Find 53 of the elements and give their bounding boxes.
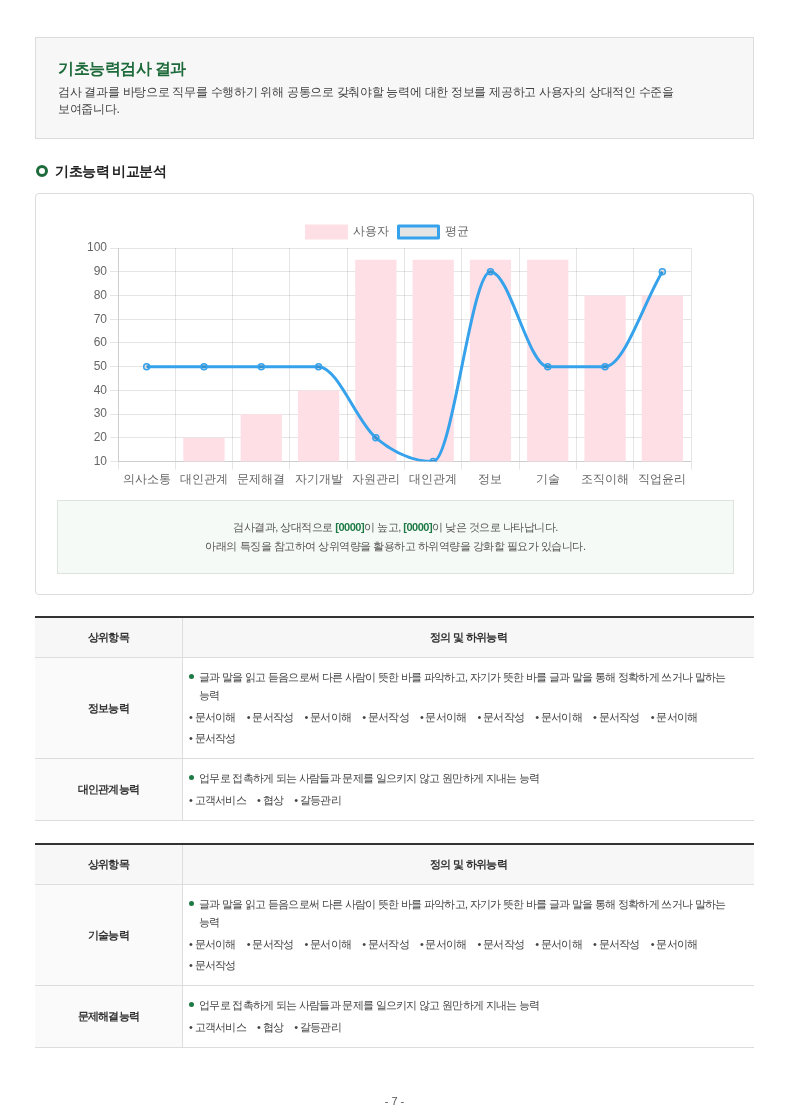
y-tick-label: 10 (93, 453, 108, 468)
text: • 문서이해 • 문서작성 • 문서이해 • 문서작성 • 문서이해 • 문서작성 • 문서이해 • 문서작성 • 문서이해 • 문서작성 (189, 711, 698, 744)
text: • 문서이해 • 문서작성 • 문서이해 • 문서작성 • 문서이해 • 문서작성 • 문서이해 • 문서작성 • 문서이해 • 문서작성 (189, 938, 698, 971)
text: • 고객서비스 • 협상 • 갈등관리 (189, 1020, 341, 1035)
x-tick-label: 의사소통 (122, 472, 171, 487)
point (601, 362, 609, 371)
text: • 고객서비스 • 협상 • 갈등관리 (189, 793, 341, 808)
text: - 7 - (383, 1095, 406, 1107)
legend-label: 사용자 (352, 224, 389, 239)
x-tick-label: 조직이해 (581, 472, 630, 487)
text: 업무로 접촉하게 되는 사람들과 문제를 일으키지 않고 원만하게 지내는 능력 (198, 771, 541, 786)
x-tick-label: 직업윤리 (638, 472, 687, 487)
category-label: 기술능력 (87, 928, 130, 941)
category-label: 정의 및 하위능력 (182, 617, 754, 658)
x-tick-label: 정보 (478, 472, 503, 487)
text: 검사 결과를 바탕으로 직무를 수행하기 위해 공통으로 갖춰야할 능력에 대한 정보를 제공하고 사용자의 상대적인 수준을 보여줍니다. (58, 84, 675, 118)
x-tick-label: 자기개발 (294, 472, 343, 487)
category-label: 정의 및 하위능력 (182, 844, 754, 885)
point (658, 267, 667, 276)
category-label: 정보능력 (87, 701, 130, 714)
y-tick-label: 100 (86, 240, 108, 255)
point (544, 362, 552, 371)
x-tick-label: 대인관계 (409, 472, 458, 487)
text: 업무로 접촉하게 되는 사람들과 문제를 일으키지 않고 원만하게 지내는 능력 (198, 998, 541, 1013)
legend-label: 평균 (444, 224, 469, 239)
point (314, 362, 323, 371)
text: 기초능력검사 결과 (58, 59, 187, 79)
x-tick-label: 문제해결 (237, 472, 286, 487)
point (200, 362, 208, 371)
text: 검사결과, 상대적으로 [0000]이 높고, [0000]이 낮은 것으로 나타납니다. (232, 520, 559, 535)
chart-title: 기초능력 비교분석 (55, 162, 167, 181)
y-tick-label: 70 (93, 311, 108, 326)
y-tick-label: 60 (93, 335, 108, 350)
point (372, 434, 380, 442)
point (486, 267, 495, 276)
y-tick-label: 80 (93, 287, 108, 302)
y-tick-label: 90 (93, 264, 108, 279)
text: 아래의 특징을 참고하여 상위역량을 활용하고 하위역량을 강화할 필요가 있습니다. (204, 539, 587, 554)
category-label: 상위항목 (35, 617, 183, 658)
x-tick-label: 기술 (535, 472, 560, 487)
x-tick-label: 자원관리 (351, 472, 400, 487)
y-tick-label: 50 (93, 358, 108, 373)
point (257, 362, 266, 371)
y-tick-label: 30 (93, 406, 108, 421)
x-tick-label: 대인관계 (179, 472, 228, 487)
y-tick-label: 40 (93, 382, 108, 397)
text: 글과 말을 읽고 듣음으로써 다른 사람이 뜻한 바를 파악하고, 자기가 뜻한 바를 글과 말을 통해 정확하게 쓰거나 말하는 능력 (198, 670, 727, 703)
text: 글과 말을 읽고 듣음으로써 다른 사람이 뜻한 바를 파악하고, 자기가 뜻한 바를 글과 말을 통해 정확하게 쓰거나 말하는 능력 (198, 897, 727, 930)
y-tick-label: 20 (93, 430, 108, 445)
point (142, 362, 151, 371)
category-label: 문제해결능력 (77, 1010, 140, 1022)
category-label: 대인관계능력 (77, 783, 140, 795)
category-label: 상위항목 (35, 844, 183, 885)
